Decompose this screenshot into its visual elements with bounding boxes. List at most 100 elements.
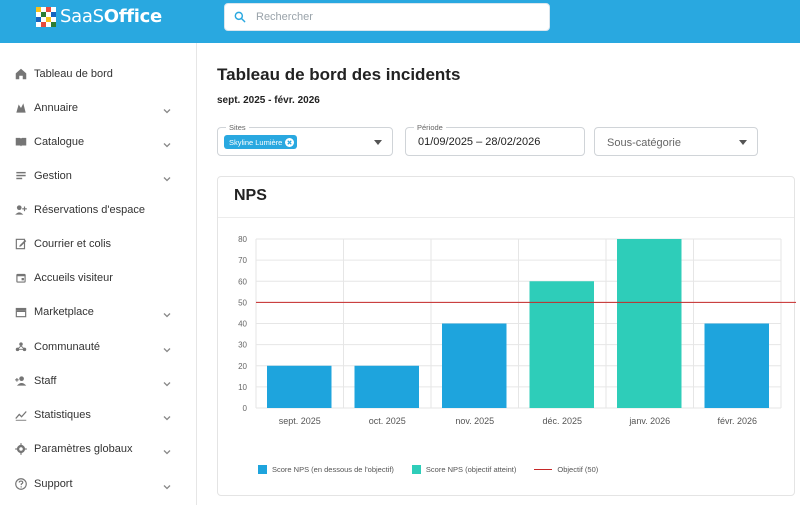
top-bar: SaaSOffice — [0, 0, 800, 43]
chart-legend: Score NPS (en dessous de l'objectif) Scor… — [258, 465, 598, 474]
card-header: NPS — [218, 177, 794, 218]
legend-label: Score NPS (en dessous de l'objectif) — [272, 465, 394, 474]
bar-nov-2025 — [442, 323, 507, 408]
bar-sept-2025 — [267, 365, 332, 408]
help-icon — [14, 477, 28, 491]
chevron-down-icon[interactable] — [162, 307, 172, 318]
brand-name-main: SaaS — [60, 6, 104, 27]
x-tick-label: oct. 2025 — [369, 416, 406, 426]
sites-select[interactable]: Sites Skyline Lumière — [217, 123, 393, 156]
people-icon — [14, 101, 28, 115]
chevron-down-icon[interactable] — [162, 444, 172, 455]
sidebar-item-catalogue[interactable]: Catalogue — [0, 127, 196, 157]
staff-icon — [14, 374, 28, 388]
subcategory-select[interactable]: Sous-catégorie — [594, 127, 758, 156]
sidebar-item-accueils-visiteur[interactable]: Accueils visiteur — [0, 263, 196, 293]
chevron-down-icon[interactable] — [162, 479, 172, 490]
calendar-icon — [14, 271, 28, 285]
sidebar-item-gestion[interactable]: Gestion — [0, 161, 196, 191]
legend-swatch — [411, 465, 421, 474]
edit-icon — [14, 237, 28, 251]
page-subtitle: sept. 2025 - févr. 2026 — [217, 95, 320, 106]
sidebar: Tableau de bord Annuaire Catalogue Gestion R… — [0, 43, 197, 505]
legend-item[interactable]: Score NPS (en dessous de l'objectif) — [258, 465, 394, 474]
chip-remove-icon[interactable] — [285, 137, 295, 147]
sidebar-item-courrier-et-colis[interactable]: Courrier et colis — [0, 229, 196, 259]
sidebar-item-label: Réservations d'espace — [34, 204, 145, 216]
sidebar-item-label: Annuaire — [34, 102, 79, 114]
sidebar-item-label: Catalogue — [34, 136, 85, 148]
y-tick-label: 70 — [238, 256, 247, 265]
sidebar-item-label: Accueils visiteur — [34, 272, 113, 284]
bar-f-vr-2026 — [704, 323, 769, 408]
sidebar-item-tableau-de-bord[interactable]: Tableau de bord — [0, 59, 196, 89]
chevron-down-icon[interactable] — [162, 137, 172, 148]
sidebar-item-label: Staff — [34, 375, 57, 387]
sidebar-item-reservations-d-espace[interactable]: Réservations d'espace — [0, 195, 196, 225]
y-tick-label: 10 — [238, 383, 247, 392]
search-icon — [234, 11, 246, 23]
main-content: Tableau de bord des incidents sept. 2025… — [197, 43, 800, 505]
sidebar-item-annuaire[interactable]: Annuaire — [0, 93, 196, 123]
y-tick-label: 30 — [238, 341, 247, 350]
x-tick-label: déc. 2025 — [542, 416, 582, 426]
bar-janv-2026 — [617, 239, 682, 408]
sidebar-item-parametres-globaux[interactable]: Paramètres globaux — [0, 434, 196, 464]
bar-oct-2025 — [354, 365, 419, 408]
chevron-down-icon[interactable] — [162, 171, 172, 182]
site-chip[interactable]: Skyline Lumière — [224, 135, 298, 149]
card-title: NPS — [234, 187, 267, 204]
period-legend: Période — [414, 123, 446, 132]
sidebar-item-staff[interactable]: Staff — [0, 366, 196, 396]
gear-icon — [14, 442, 28, 456]
bar-d-c-2025 — [529, 281, 594, 408]
site-chip-label: Skyline Lumière — [229, 137, 283, 147]
sidebar-item-label: Paramètres globaux — [34, 443, 133, 455]
book-icon — [14, 135, 28, 149]
brand-logo[interactable]: SaaSOffice — [36, 6, 162, 27]
x-tick-label: sept. 2025 — [279, 416, 321, 426]
page-title: Tableau de bord des incidents — [217, 65, 461, 84]
chevron-down-icon[interactable] — [162, 376, 172, 387]
period-field[interactable]: Période 01/09/2025 – 28/02/2026 — [405, 123, 585, 156]
community-icon — [14, 340, 28, 354]
nps-bar-chart: 0 10 20 30 40 50 60 70 80 sept. 2025 oct. 2025 nov.… — [238, 235, 796, 426]
search-box[interactable] — [224, 3, 550, 31]
brand-name-accent: Office — [103, 6, 163, 27]
subcategory-placeholder: Sous-catégorie — [607, 137, 681, 149]
y-tick-label: 40 — [238, 320, 247, 329]
y-tick-label: 80 — [238, 235, 247, 244]
chevron-down-icon[interactable] — [162, 342, 172, 353]
caret-down-icon — [374, 140, 382, 145]
sites-legend: Sites — [226, 123, 249, 132]
legend-item[interactable]: Objectif (50) — [534, 465, 598, 474]
legend-label: Score NPS (objectif atteint) — [425, 465, 517, 474]
y-tick-label: 20 — [238, 362, 247, 371]
brand-name: SaaSOffice — [60, 6, 162, 27]
search-input[interactable] — [256, 11, 536, 23]
sidebar-item-label: Gestion — [34, 170, 72, 182]
chevron-down-icon[interactable] — [162, 103, 172, 114]
y-tick-label: 0 — [243, 404, 248, 413]
y-tick-label: 50 — [238, 298, 247, 307]
sidebar-item-label: Communauté — [34, 341, 101, 353]
sidebar-item-communaute[interactable]: Communauté — [0, 332, 196, 362]
nps-card: NPS 0 10 20 30 40 50 60 70 80 sept. 2025 oct. 2025… — [217, 176, 796, 496]
period-value: 01/09/2025 – 28/02/2026 — [418, 136, 541, 148]
legend-label: Objectif (50) — [557, 465, 599, 474]
list-icon — [14, 169, 28, 183]
person-add-icon — [14, 203, 28, 217]
sidebar-item-support[interactable]: Support — [0, 469, 196, 499]
legend-swatch — [534, 469, 553, 470]
chart-icon — [14, 408, 28, 422]
chevron-down-icon[interactable] — [162, 410, 172, 421]
logo-mark-icon — [36, 6, 56, 27]
x-tick-label: janv. 2026 — [628, 416, 670, 426]
x-tick-label: nov. 2025 — [455, 416, 494, 426]
sidebar-item-statistiques[interactable]: Statistiques — [0, 400, 196, 430]
legend-item[interactable]: Score NPS (objectif atteint) — [411, 465, 517, 474]
store-icon — [14, 305, 28, 319]
sidebar-item-label: Marketplace — [34, 306, 94, 318]
x-tick-label: févr. 2026 — [717, 416, 757, 426]
sidebar-item-marketplace[interactable]: Marketplace — [0, 297, 196, 327]
